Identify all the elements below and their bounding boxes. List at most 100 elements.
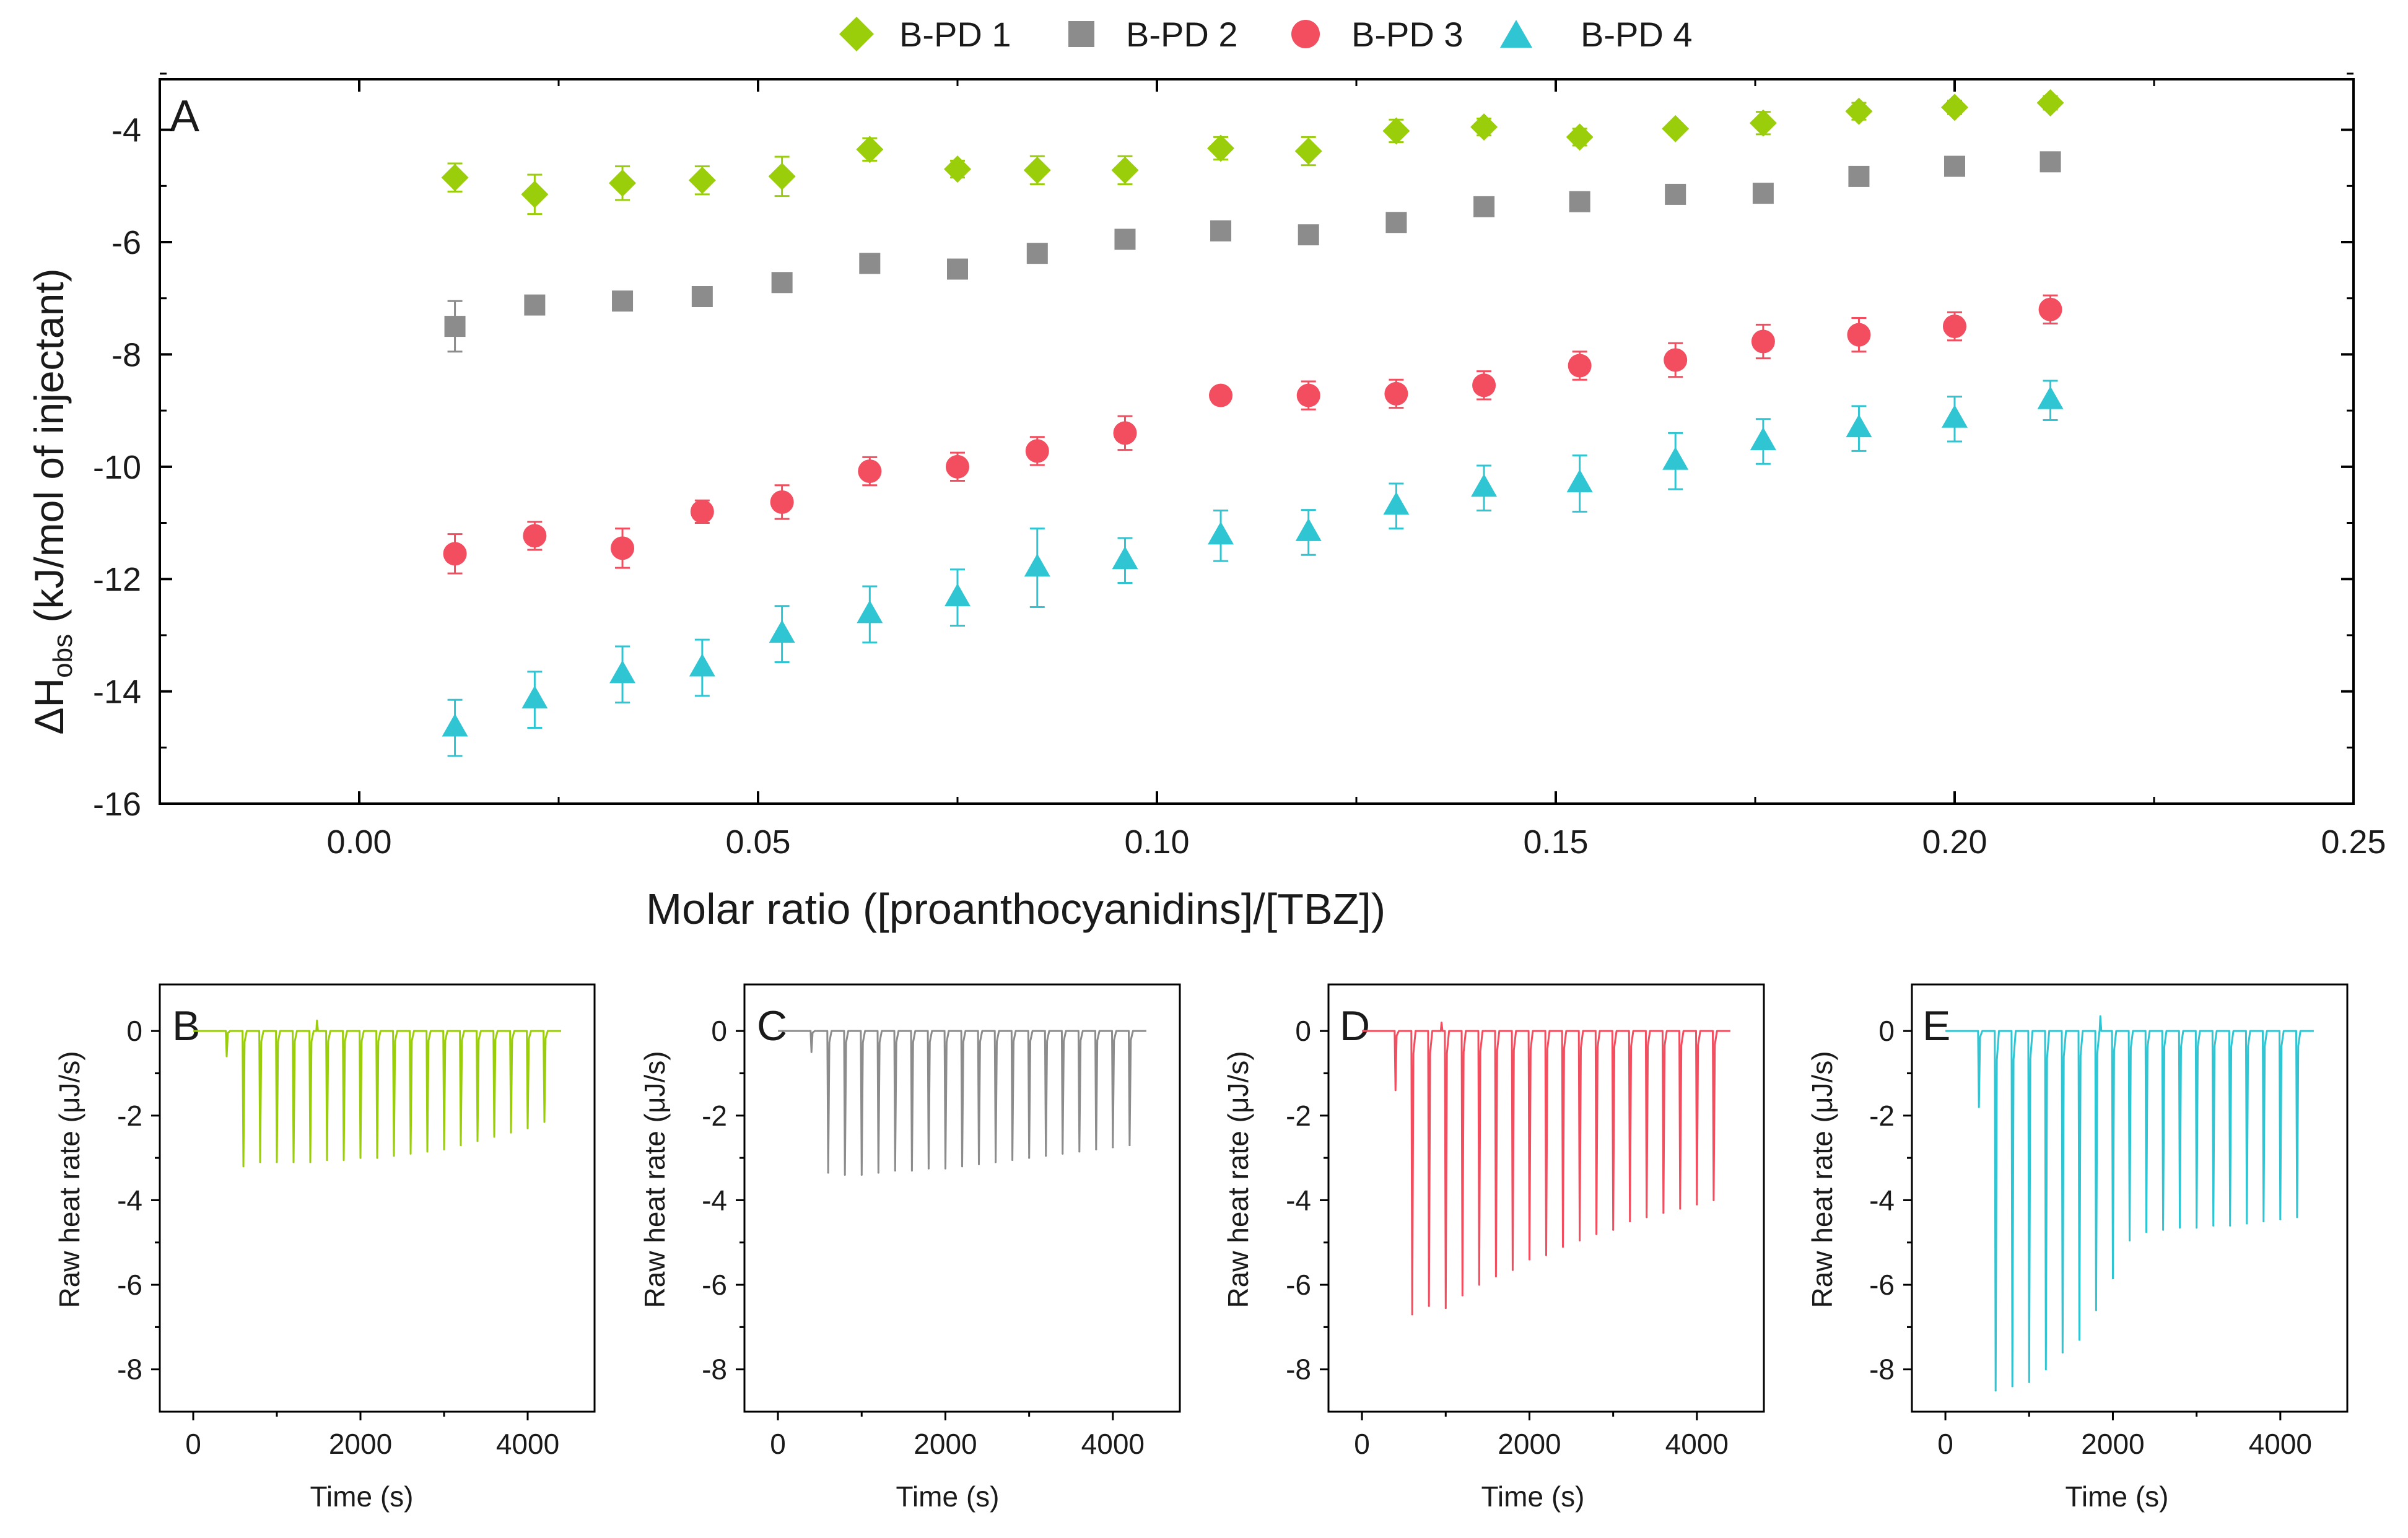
y-label-suffix: (kJ/mol of injectant) [26,268,72,634]
data-point [1207,134,1235,162]
thermogram-trace [778,1030,1146,1176]
legend-label: B-PD 3 [1351,15,1464,54]
data-point [944,583,971,607]
injection-peak [844,1173,846,1176]
data-point [946,454,969,479]
injection-peak [1579,1239,1581,1241]
injection-peak [276,1161,278,1163]
x-tick-label: 0 [1354,1428,1370,1460]
injection-peak [2111,1277,2114,1280]
thermogram-trace [193,1019,561,1168]
y-tick-label: 0 [126,1015,142,1047]
data-point [1665,183,1686,205]
data-point [612,290,634,312]
series-b-pd4 [442,380,2064,757]
plot-frame [1327,983,1765,1413]
legend-marker-circle [1291,20,1320,48]
data-point [944,155,971,183]
injection-peak [2095,1309,2097,1311]
data-point [691,286,713,307]
y-tick-label: -10 [93,449,141,486]
injection-peak [2296,1216,2298,1219]
injection-peak [2162,1228,2165,1231]
injection-peak [359,1157,362,1159]
y-tick-label: -4 [111,112,141,149]
y-tick-label: -6 [1286,1269,1311,1301]
data-point [689,653,715,677]
data-point [2037,386,2064,409]
data-point [1846,414,1872,438]
y-tick-label: -12 [93,561,141,598]
data-point [611,536,635,560]
panel-c: C Time (s) Raw heat rate (μJ/s) 0 2000 400… [639,983,1181,1513]
injection-peak [2145,1231,2148,1233]
y-tick-label: -6 [702,1269,727,1301]
injection-peak [342,1159,345,1162]
panel-letter-e: E [1922,1002,1950,1049]
y-tick-label: -4 [117,1184,142,1216]
data-point [859,253,881,274]
injection-peak [426,1150,429,1153]
x-tick-label: 2000 [1498,1428,1561,1460]
thermogram-trace [1362,1022,1730,1316]
data-point [771,272,793,293]
data-point [1024,554,1050,577]
x-tick-label: 2000 [329,1428,392,1460]
x-tick-label: 0 [1937,1428,1953,1460]
data-point [768,162,796,190]
injection-peak [2129,1239,2131,1241]
data-point [523,524,547,548]
legend-item-bpd3: B-PD 3 [1291,15,1464,54]
legend-marker-square [1068,21,1094,47]
y-tick-label: -16 [93,786,141,823]
injection-peak [543,1121,546,1123]
injection-peak [1595,1233,1598,1235]
data-point [609,660,636,684]
data-point [444,316,466,337]
y-axis-label-c: Raw heat rate (μJ/s) [639,1051,671,1308]
data-point [1470,113,1498,141]
legend-marker-triangle [1500,20,1532,48]
data-point [1943,315,1966,339]
data-point [1569,191,1590,212]
data-point [1471,474,1498,497]
injection-peak [443,1148,445,1150]
data-point [856,136,884,163]
data-point [1944,155,1965,177]
legend: B-PD 1 B-PD 2 B-PD 3 B-PD 4 [839,15,1693,54]
x-tick-label: 0 [770,1428,786,1460]
data-point [1941,93,1968,121]
legend-label: B-PD 4 [1581,15,1693,54]
x-axis-label-c: Time (s) [896,1480,1000,1513]
injection-peak [1011,1159,1014,1162]
data-point [521,685,548,709]
injection-peak [1045,1155,1047,1157]
data-point [1473,196,1495,217]
y-axis-label: ΔHobs (kJ/mol of injectant) [26,268,78,734]
y-tick-label: -2 [702,1100,727,1132]
data-point [1749,109,1777,137]
y-label-sub: obs [48,634,78,678]
x-tick-label: 2000 [2081,1428,2144,1460]
data-point [1942,404,1968,428]
injection-peak [1562,1246,1564,1248]
panel-a: A Molar ratio ([proanthocyanidins]/[TBZ]… [26,72,2386,933]
injection-peak [2028,1381,2030,1383]
injection-peak [995,1161,997,1163]
data-point [690,500,714,524]
data-point [947,258,968,280]
data-point [524,294,546,316]
y-tick-label: -2 [117,1100,142,1132]
panel-letter-b: B [172,1002,200,1049]
y-tick-label: -4 [1286,1184,1311,1216]
data-point [1848,165,1870,187]
injection-peak [1511,1269,1514,1271]
injection-peak [242,1165,245,1168]
data-point [1294,137,1322,165]
injection-peak [2212,1224,2215,1227]
data-point [443,542,467,566]
x-tick-label: 0.15 [1523,823,1588,861]
data-point [769,620,795,643]
x-tick-label: 0.05 [725,823,790,861]
